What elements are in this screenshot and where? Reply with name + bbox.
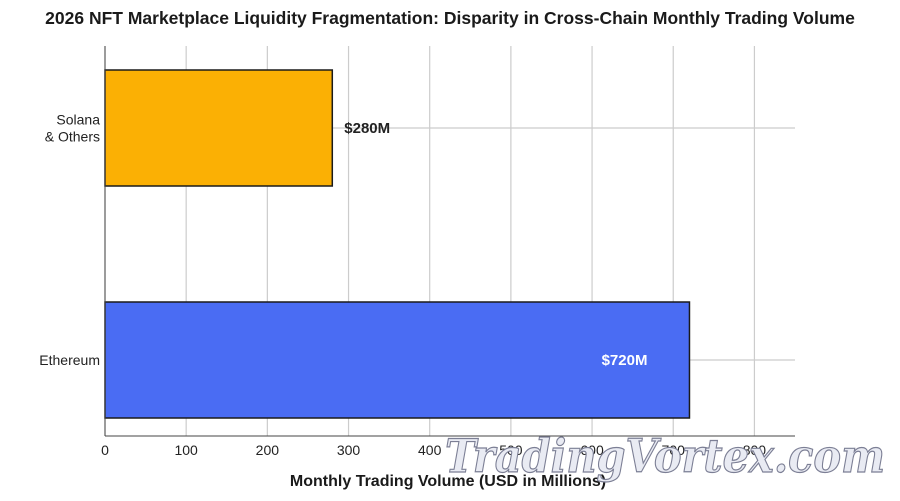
bars: $280M $720M [104, 69, 691, 419]
x-tick-label-600: 600 [580, 442, 604, 458]
watermark: TradingVortex.com [445, 429, 885, 483]
x-tick-label-200: 200 [256, 442, 280, 458]
bar-0 [104, 69, 334, 187]
chart-title: 2026 NFT Marketplace Liquidity Fragmenta… [45, 8, 855, 28]
x-tick-label-400: 400 [418, 442, 442, 458]
x-tick-label-0: 0 [101, 442, 109, 458]
x-axis-label: Monthly Trading Volume (USD in Millions) [290, 473, 606, 490]
category-label-0: Solana & Others [45, 112, 100, 145]
data-label-0: $280M [344, 120, 390, 137]
axes: Solana & Others Ethereum 0 100 200 300 400 500 60… [39, 46, 795, 458]
x-tick-label-500: 500 [499, 442, 523, 458]
bar-1 [104, 301, 691, 419]
data-label-1: $720M [602, 352, 648, 369]
x-tick-label-700: 700 [662, 442, 686, 458]
x-tick-label-100: 100 [174, 442, 198, 458]
x-tick-label-800: 800 [743, 442, 767, 458]
category-label-1: Ethereum [39, 352, 100, 368]
x-tick-label-300: 300 [337, 442, 361, 458]
